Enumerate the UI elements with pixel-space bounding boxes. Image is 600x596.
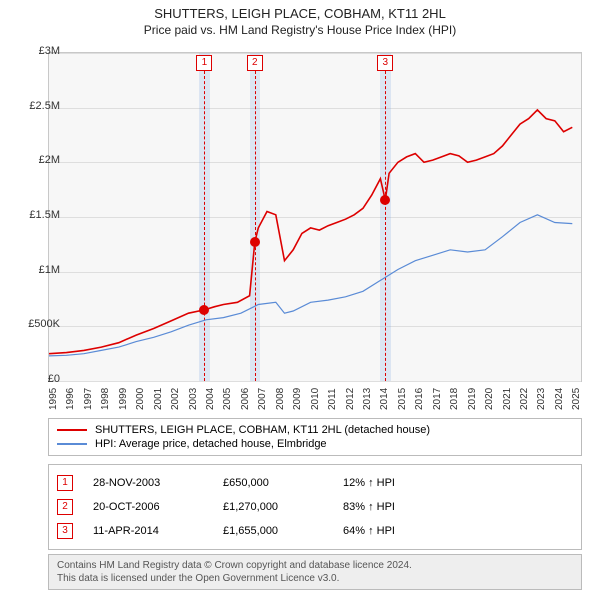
chart-subtitle: Price paid vs. HM Land Registry's House … (0, 23, 600, 37)
x-axis-label: 2018 (449, 388, 460, 410)
footer-line-1: Contains HM Land Registry data © Crown c… (57, 559, 573, 572)
x-axis-label: 2002 (170, 388, 181, 410)
x-axis-label: 1999 (118, 388, 129, 410)
x-axis-label: 2008 (275, 388, 286, 410)
sale-pct: 64% ↑ HPI (343, 525, 463, 537)
chart-plot-area: 1 2 3 (48, 52, 582, 382)
sale-date: 28-NOV-2003 (93, 477, 203, 489)
x-axis-label: 2003 (188, 388, 199, 410)
sale-price: £1,655,000 (223, 525, 323, 537)
marker-dot (199, 305, 209, 315)
x-axis-label: 2001 (153, 388, 164, 410)
x-axis-label: 2020 (484, 388, 495, 410)
x-axis-label: 1995 (48, 388, 59, 410)
legend-swatch (57, 443, 87, 445)
sale-pct: 12% ↑ HPI (343, 477, 463, 489)
x-axis-label: 1996 (65, 388, 76, 410)
x-axis-label: 2015 (397, 388, 408, 410)
legend-swatch (57, 429, 87, 431)
x-axis-label: 2021 (502, 388, 513, 410)
x-axis-label: 2006 (240, 388, 251, 410)
x-axis-label: 2017 (432, 388, 443, 410)
legend-label: HPI: Average price, detached house, Elmb… (95, 438, 327, 450)
sale-row: 1 28-NOV-2003 £650,000 12% ↑ HPI (57, 471, 573, 495)
sale-row: 3 11-APR-2014 £1,655,000 64% ↑ HPI (57, 519, 573, 543)
series-line (49, 110, 572, 354)
x-axis-label: 2009 (292, 388, 303, 410)
attribution-footer: Contains HM Land Registry data © Crown c… (48, 554, 582, 590)
x-axis-label: 2025 (571, 388, 582, 410)
x-axis-label: 1997 (83, 388, 94, 410)
x-axis-label: 1998 (100, 388, 111, 410)
sale-date: 20-OCT-2006 (93, 501, 203, 513)
x-axis-label: 2007 (257, 388, 268, 410)
x-axis-label: 2013 (362, 388, 373, 410)
marker-label: 2 (247, 55, 263, 71)
chart-title: SHUTTERS, LEIGH PLACE, COBHAM, KT11 2HL (0, 6, 600, 21)
legend-box: SHUTTERS, LEIGH PLACE, COBHAM, KT11 2HL … (48, 418, 582, 456)
sale-marker: 3 (57, 523, 73, 539)
x-axis-label: 2010 (310, 388, 321, 410)
x-axis-label: 2004 (205, 388, 216, 410)
sale-date: 11-APR-2014 (93, 525, 203, 537)
marker-label: 1 (196, 55, 212, 71)
sales-table: 1 28-NOV-2003 £650,000 12% ↑ HPI 2 20-OCT-200… (48, 464, 582, 550)
x-axis-label: 2024 (554, 388, 565, 410)
x-axis-label: 2016 (414, 388, 425, 410)
legend-label: SHUTTERS, LEIGH PLACE, COBHAM, KT11 2HL … (95, 424, 430, 436)
x-axis-label: 2012 (345, 388, 356, 410)
sale-price: £1,270,000 (223, 501, 323, 513)
sale-marker: 1 (57, 475, 73, 491)
sale-pct: 83% ↑ HPI (343, 501, 463, 513)
footer-line-2: This data is licensed under the Open Gov… (57, 572, 573, 585)
marker-label: 3 (377, 55, 393, 71)
x-axis-label: 2014 (379, 388, 390, 410)
chart-container: SHUTTERS, LEIGH PLACE, COBHAM, KT11 2HL … (0, 6, 600, 596)
x-axis-label: 2023 (536, 388, 547, 410)
legend-row: HPI: Average price, detached house, Elmb… (57, 437, 573, 451)
sale-marker: 2 (57, 499, 73, 515)
sale-row: 2 20-OCT-2006 £1,270,000 83% ↑ HPI (57, 495, 573, 519)
x-axis-label: 2019 (467, 388, 478, 410)
x-axis-label: 2005 (222, 388, 233, 410)
marker-dot (380, 195, 390, 205)
sale-price: £650,000 (223, 477, 323, 489)
series-line (49, 215, 572, 356)
chart-lines (49, 53, 581, 381)
marker-dot (250, 237, 260, 247)
x-axis-label: 2022 (519, 388, 530, 410)
legend-row: SHUTTERS, LEIGH PLACE, COBHAM, KT11 2HL … (57, 423, 573, 437)
x-axis-label: 2011 (327, 388, 338, 410)
x-axis-label: 2000 (135, 388, 146, 410)
